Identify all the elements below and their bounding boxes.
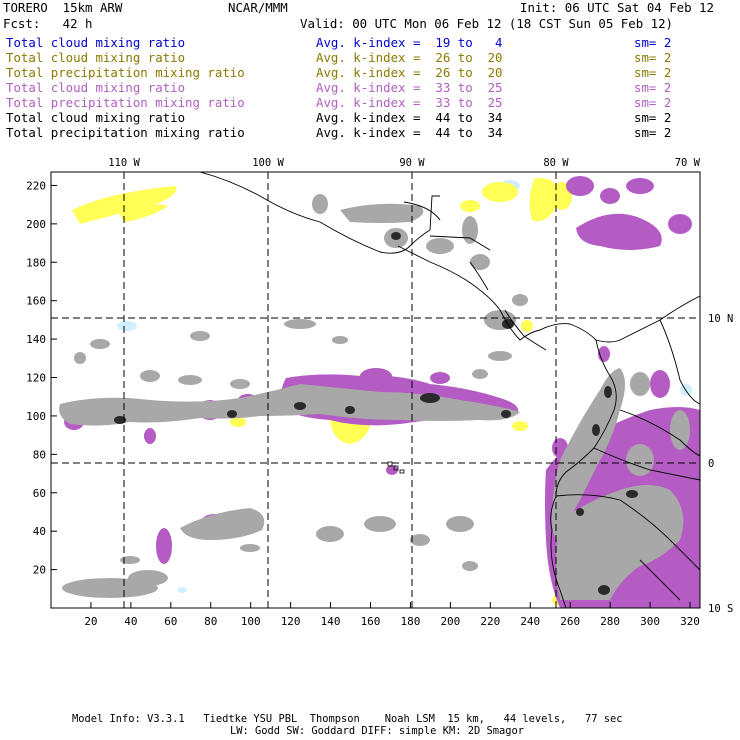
x-tick-label: 280 bbox=[600, 615, 620, 628]
x-tick-label: 60 bbox=[164, 615, 177, 628]
latlon-grid bbox=[51, 172, 700, 608]
model-physics: LW: Godd SW: Goddard DIFF: simple KM: 2D… bbox=[230, 725, 525, 737]
legend-sm: sm= 2 bbox=[634, 95, 672, 110]
x-tick-label: 180 bbox=[401, 615, 421, 628]
legend-field: Total cloud mixing ratio bbox=[6, 110, 186, 125]
x-tick-label: 300 bbox=[640, 615, 660, 628]
legend-kindex: Avg. k-index = 26 to 20 bbox=[316, 65, 503, 80]
y-tick-label: 80 bbox=[33, 448, 46, 461]
latitude-label: 10 S bbox=[708, 603, 733, 615]
cloud-field-gray bbox=[59, 194, 690, 600]
legend-sm: sm= 2 bbox=[634, 65, 672, 80]
legend-field: Total cloud mixing ratio bbox=[6, 80, 186, 95]
legend-kindex: Avg. k-index = 44 to 34 bbox=[316, 110, 503, 125]
legend-field: Total cloud mixing ratio bbox=[6, 50, 186, 65]
y-tick-label: 120 bbox=[26, 372, 46, 385]
legend-sm: sm= 2 bbox=[634, 35, 672, 50]
init-time: Init: 06 UTC Sat 04 Feb 12 bbox=[520, 0, 714, 15]
model-info: Model Info: V3.3.1 Tiedtke YSU PBL Thomp… bbox=[72, 713, 623, 725]
org-label: NCAR/MMM bbox=[228, 0, 288, 15]
legend-field: Total precipitation mixing ratio bbox=[6, 65, 245, 80]
latitude-labels: 10 N 0 10 S bbox=[708, 313, 733, 615]
legend-kindex: Avg. k-index = 44 to 34 bbox=[316, 125, 503, 140]
x-tick-label: 40 bbox=[124, 615, 137, 628]
latitude-label: 10 N bbox=[708, 313, 733, 325]
map-fields bbox=[51, 172, 700, 608]
x-tick-label: 240 bbox=[520, 615, 540, 628]
longitude-label: 110 W bbox=[108, 157, 140, 169]
legend-sm: sm= 2 bbox=[634, 110, 672, 125]
y-axis-ticks: 20 40 60 80 100 120 140 160 180 200 220 bbox=[26, 179, 57, 577]
legend-sm: sm= 2 bbox=[634, 80, 672, 95]
legend-field: Total precipitation mixing ratio bbox=[6, 95, 245, 110]
x-tick-label: 260 bbox=[560, 615, 580, 628]
latitude-label: 0 bbox=[708, 458, 714, 470]
y-tick-label: 220 bbox=[26, 179, 46, 192]
longitude-labels: 110 W 100 W 90 W 80 W 70 W bbox=[108, 157, 700, 169]
x-tick-label: 80 bbox=[204, 615, 217, 628]
x-tick-label: 140 bbox=[321, 615, 341, 628]
y-tick-label: 60 bbox=[33, 487, 46, 500]
legend-field: Total cloud mixing ratio bbox=[6, 35, 186, 50]
longitude-label: 100 W bbox=[252, 157, 284, 169]
legend-kindex: Avg. k-index = 19 to 4 bbox=[316, 35, 503, 50]
y-tick-label: 40 bbox=[33, 525, 46, 538]
x-tick-label: 320 bbox=[680, 615, 700, 628]
legend-sm: sm= 2 bbox=[634, 125, 672, 140]
x-tick-label: 20 bbox=[84, 615, 97, 628]
longitude-label: 90 W bbox=[399, 157, 425, 169]
x-tick-label: 100 bbox=[241, 615, 261, 628]
legend-kindex: Avg. k-index = 33 to 25 bbox=[316, 95, 503, 110]
model-title: TORERO 15km ARW bbox=[3, 0, 123, 15]
legend-kindex: Avg. k-index = 26 to 20 bbox=[316, 50, 503, 65]
coastlines bbox=[199, 172, 700, 608]
x-axis-ticks: 20 40 60 80 100 120 140 160 180 200 220 240 260 280 30… bbox=[84, 602, 700, 628]
legend-sm: sm= 2 bbox=[634, 50, 672, 65]
longitude-label: 70 W bbox=[675, 157, 701, 169]
y-tick-label: 20 bbox=[33, 564, 46, 577]
valid-time: Valid: 00 UTC Mon 06 Feb 12 (18 CST Sun … bbox=[300, 16, 673, 31]
cloud-field-dark bbox=[114, 232, 638, 595]
x-tick-label: 200 bbox=[440, 615, 460, 628]
galapagos-islands bbox=[387, 461, 405, 474]
y-tick-label: 100 bbox=[26, 410, 46, 423]
longitude-label: 80 W bbox=[543, 157, 569, 169]
y-tick-label: 200 bbox=[26, 218, 46, 231]
map-frame bbox=[50, 171, 701, 609]
y-tick-label: 140 bbox=[26, 333, 46, 346]
legend-field: Total precipitation mixing ratio bbox=[6, 125, 245, 140]
y-tick-label: 180 bbox=[26, 256, 46, 269]
x-tick-label: 120 bbox=[281, 615, 301, 628]
forecast-hour: Fcst: 42 h bbox=[3, 16, 93, 31]
y-tick-label: 160 bbox=[26, 295, 46, 308]
x-tick-label: 160 bbox=[361, 615, 381, 628]
legend-kindex: Avg. k-index = 33 to 25 bbox=[316, 80, 503, 95]
x-tick-label: 220 bbox=[480, 615, 500, 628]
